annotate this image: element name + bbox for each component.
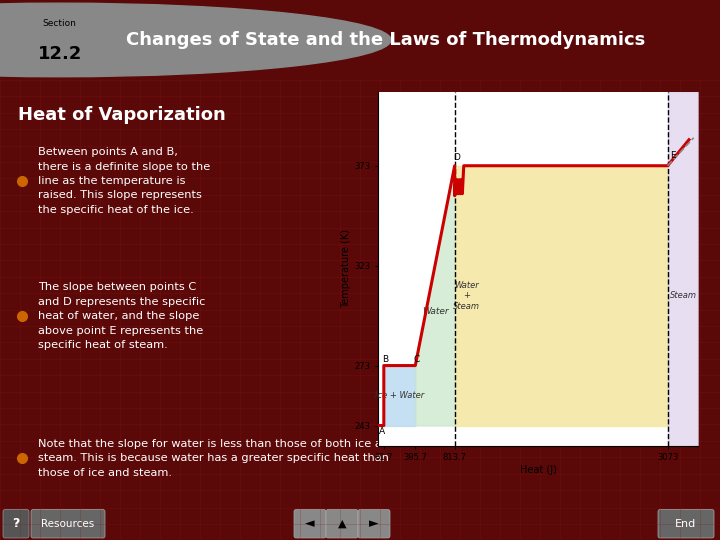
FancyBboxPatch shape xyxy=(358,510,390,538)
FancyBboxPatch shape xyxy=(326,510,358,538)
Text: E: E xyxy=(670,151,675,160)
Y-axis label: Temperature (K): Temperature (K) xyxy=(341,229,351,308)
Text: Heat of Vaporization: Heat of Vaporization xyxy=(18,106,226,124)
Text: ►: ► xyxy=(369,517,379,530)
Text: The slope between points C
and D represents the specific
heat of water, and the : The slope between points C and D represe… xyxy=(38,282,205,350)
Text: Water: Water xyxy=(422,307,449,316)
X-axis label: Heat (J): Heat (J) xyxy=(520,465,557,475)
Text: ◄: ◄ xyxy=(305,517,315,530)
Text: Between points A and B,
there is a definite slope to the
line as the temperature: Between points A and B, there is a defin… xyxy=(38,147,210,215)
Text: Ice + Water: Ice + Water xyxy=(375,391,424,400)
Text: ▲: ▲ xyxy=(338,519,346,529)
Text: 12.2: 12.2 xyxy=(37,45,82,63)
Text: D: D xyxy=(453,153,460,162)
FancyBboxPatch shape xyxy=(658,510,714,538)
Text: Note that the slope for water is less than those of both ice and
steam. This is : Note that the slope for water is less th… xyxy=(38,439,396,478)
Text: C: C xyxy=(413,355,420,363)
Text: Resources: Resources xyxy=(41,519,94,529)
Text: Section: Section xyxy=(42,19,77,29)
Text: Steam: Steam xyxy=(670,291,697,300)
FancyBboxPatch shape xyxy=(3,510,29,538)
Text: B: B xyxy=(382,355,388,363)
Text: End: End xyxy=(675,519,697,529)
Circle shape xyxy=(0,3,391,77)
Text: ?: ? xyxy=(12,517,19,530)
FancyBboxPatch shape xyxy=(294,510,326,538)
Text: A: A xyxy=(379,427,385,436)
FancyBboxPatch shape xyxy=(31,510,105,538)
Text: Changes of State and the Laws of Thermodynamics: Changes of State and the Laws of Thermod… xyxy=(126,31,645,49)
Text: Water
+
Steam: Water + Steam xyxy=(454,281,480,310)
